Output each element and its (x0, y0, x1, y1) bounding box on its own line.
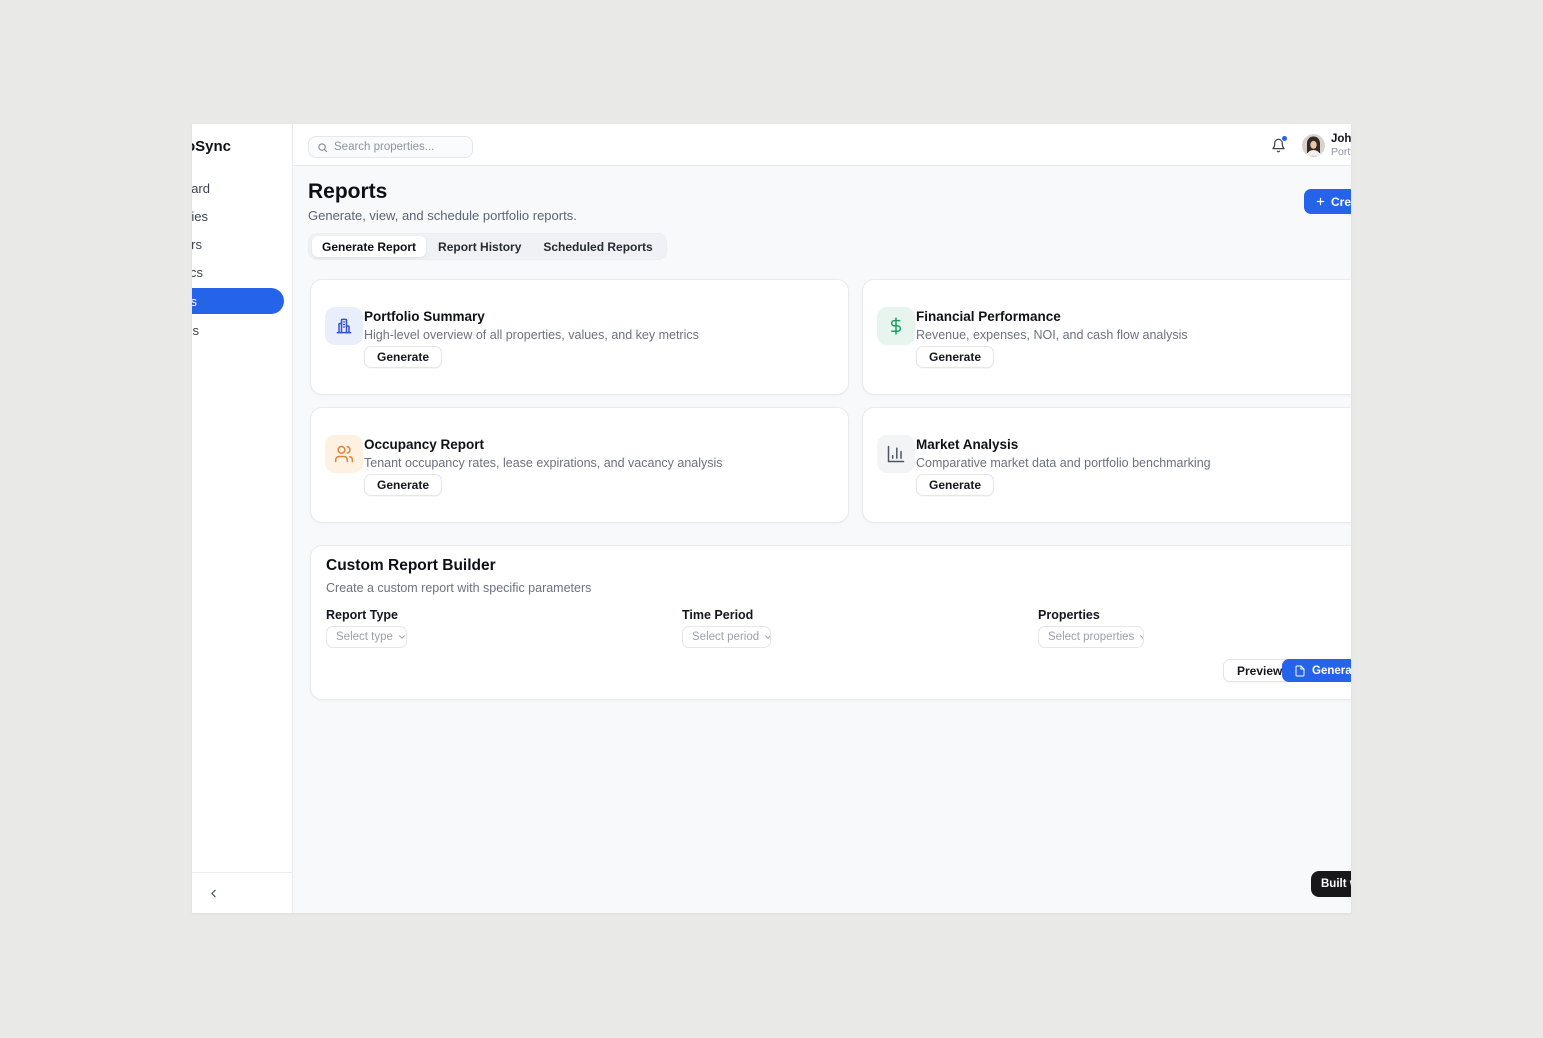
generate-financial-performance-button[interactable]: Generate (916, 346, 995, 368)
report-card-occupancy-report: Occupancy Report Tenant occupancy rates,… (310, 407, 849, 523)
sidebar-footer-divider (192, 872, 293, 873)
card-title: Market Analysis (916, 437, 1019, 452)
building-icon (325, 307, 363, 345)
dollar-sign-icon (877, 307, 915, 345)
search-input[interactable] (334, 141, 464, 153)
report-tabs: Generate Report Report History Scheduled… (308, 233, 667, 260)
user-role: Portfolio Manager (1331, 146, 1351, 158)
sidebar-item-properties[interactable]: Properties (192, 209, 208, 224)
sidebar-item-dashboard[interactable]: Dashboard (192, 181, 210, 196)
report-type-placeholder: Select type (336, 631, 393, 643)
properties-label: Properties (1038, 608, 1100, 622)
sidebar: PortfolioSync Dashboard Properties Inves… (192, 124, 293, 913)
chevron-down-icon (1138, 632, 1143, 642)
card-title: Occupancy Report (364, 437, 485, 452)
sidebar-item-analytics[interactable]: Analytics (192, 265, 203, 280)
user-avatar[interactable] (1302, 134, 1325, 157)
create-report-button[interactable]: Create Report (1304, 189, 1351, 214)
report-card-market-analysis: Market Analysis Comparative market data … (862, 407, 1351, 523)
properties-select[interactable]: Select properties (1038, 626, 1144, 648)
bar-chart-icon (877, 435, 915, 473)
tab-scheduled-reports[interactable]: Scheduled Reports (543, 239, 653, 254)
file-text-icon (1294, 665, 1306, 677)
preview-button[interactable]: Preview (1223, 659, 1297, 682)
notifications-button[interactable] (1269, 135, 1289, 155)
notification-dot (1281, 135, 1288, 142)
properties-placeholder: Select properties (1048, 631, 1135, 643)
card-description: Comparative market data and portfolio be… (916, 456, 1211, 470)
card-description: Tenant occupancy rates, lease expiration… (364, 456, 723, 470)
users-icon (325, 435, 363, 473)
create-report-label: Create Report (1331, 194, 1351, 209)
builder-title: Custom Report Builder (326, 557, 496, 574)
search-box (308, 136, 473, 158)
sidebar-item-settings[interactable]: Settings (192, 323, 199, 338)
generate-custom-report-button[interactable]: Generate Report (1282, 659, 1351, 682)
report-card-portfolio-summary: Portfolio Summary High-level overview of… (310, 279, 849, 395)
app-window: PortfolioSync Dashboard Properties Inves… (192, 124, 1351, 913)
tab-generate-report[interactable]: Generate Report (312, 236, 427, 257)
app-logo: PortfolioSync (192, 138, 231, 155)
chevron-down-icon (763, 632, 770, 642)
built-with-label: Built with (1321, 878, 1351, 890)
search-icon (317, 142, 328, 153)
report-type-select[interactable]: Select type (326, 626, 407, 648)
builder-subtitle: Create a custom report with specific par… (326, 581, 592, 595)
card-title: Portfolio Summary (364, 309, 485, 324)
report-card-financial-performance: Financial Performance Revenue, expenses,… (862, 279, 1351, 395)
time-period-placeholder: Select period (692, 631, 760, 643)
card-description: High-level overview of all properties, v… (364, 328, 699, 342)
report-type-label: Report Type (326, 608, 398, 622)
chevron-left-icon (207, 887, 220, 900)
time-period-label: Time Period (682, 608, 754, 622)
card-title: Financial Performance (916, 309, 1061, 324)
card-description: Revenue, expenses, NOI, and cash flow an… (916, 328, 1188, 342)
plus-icon (1315, 196, 1326, 207)
user-name: John (1331, 133, 1351, 145)
chevron-down-icon (397, 632, 406, 642)
custom-report-builder-card: Custom Report Builder Create a custom re… (310, 545, 1351, 700)
page-title: Reports (308, 180, 388, 203)
page-subtitle: Generate, view, and schedule portfolio r… (308, 208, 577, 223)
generate-market-analysis-button[interactable]: Generate (916, 474, 995, 496)
built-with-badge[interactable]: Built with (1311, 871, 1351, 897)
tab-report-history[interactable]: Report History (438, 239, 522, 254)
sidebar-item-investors[interactable]: Investors (192, 237, 202, 252)
sidebar-item-reports-label: Reports (192, 294, 197, 309)
generate-custom-report-label: Generate Report (1312, 664, 1351, 677)
generate-portfolio-summary-button[interactable]: Generate (364, 346, 443, 368)
sidebar-item-reports[interactable]: Reports (192, 288, 284, 314)
time-period-select[interactable]: Select period (682, 626, 771, 648)
sidebar-collapse-button[interactable] (203, 883, 223, 903)
generate-occupancy-report-button[interactable]: Generate (364, 474, 443, 496)
